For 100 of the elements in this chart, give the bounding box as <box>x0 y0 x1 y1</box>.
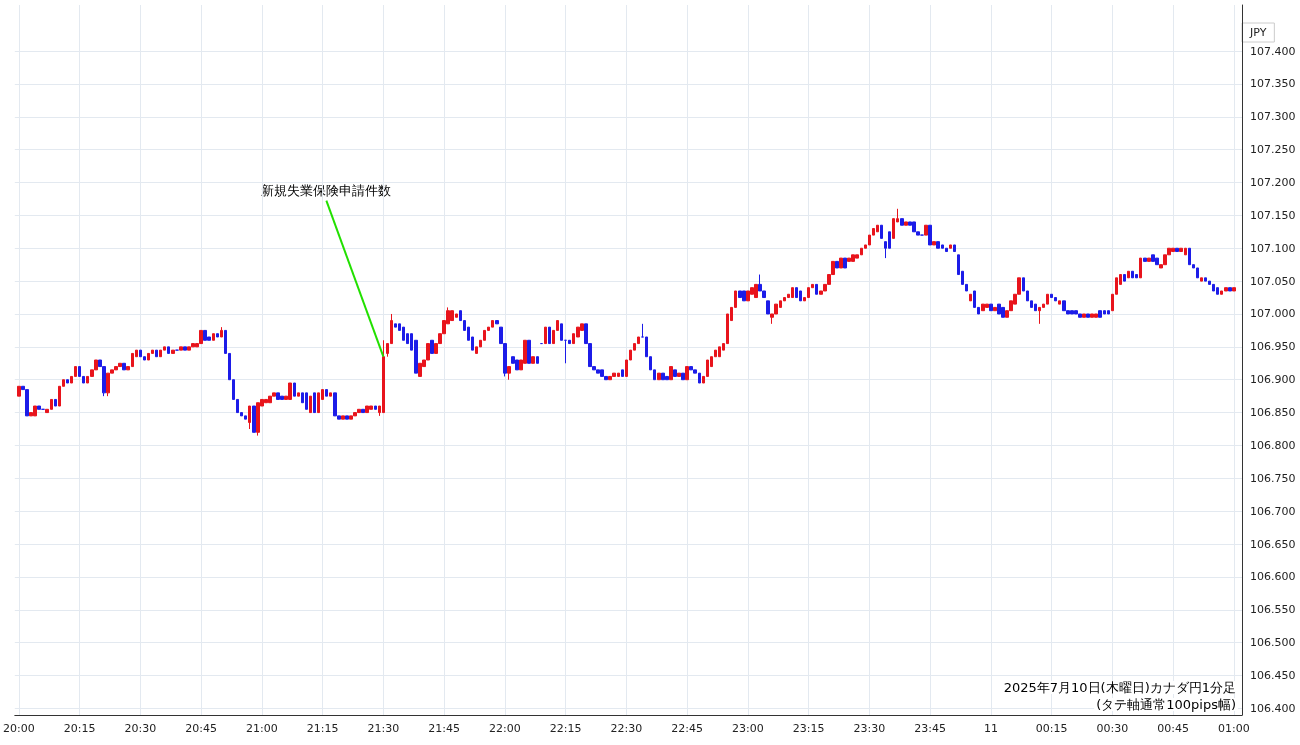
y-tick-label: 106.650 <box>1250 537 1296 551</box>
y-tick-label: 107.200 <box>1250 176 1296 189</box>
candlestick <box>1001 306 1005 318</box>
candlestick <box>851 254 855 262</box>
candlestick <box>147 352 150 361</box>
candlestick <box>1143 257 1147 262</box>
candlestick <box>1054 297 1057 302</box>
x-tick-label: 21:00 <box>246 722 278 735</box>
x-tick-label: 21:15 <box>306 722 339 735</box>
candlestick <box>1127 270 1130 279</box>
candlestick <box>33 405 37 417</box>
candlestick <box>612 372 616 377</box>
candlestick <box>430 339 434 354</box>
candlestick <box>171 349 175 354</box>
candlestick <box>341 415 345 420</box>
candlestick <box>621 369 624 377</box>
candlestick <box>527 339 531 364</box>
candlestick <box>924 224 928 236</box>
candlestick <box>1188 247 1191 266</box>
candlestick <box>843 257 847 269</box>
y-tick-label: 106.700 <box>1250 504 1296 518</box>
candlestick <box>738 290 742 299</box>
x-tick-label: 20:30 <box>124 722 157 735</box>
y-tick-label: 107.100 <box>1250 241 1296 255</box>
x-tick-label: 23:15 <box>792 722 825 735</box>
candlestick <box>1034 303 1037 312</box>
candlestick <box>548 326 551 345</box>
candlestick <box>681 372 685 381</box>
candlestick <box>1074 310 1078 315</box>
candlestick <box>936 241 940 249</box>
candlestick <box>374 405 377 410</box>
candlestick <box>608 375 612 381</box>
candlestick <box>491 320 494 328</box>
candlestick <box>183 346 187 351</box>
candlestick <box>665 375 669 381</box>
candlestick <box>981 303 985 312</box>
candlestick <box>313 392 316 414</box>
candlestick <box>536 356 539 364</box>
candlestick <box>807 287 810 299</box>
y-tick-label: 107.000 <box>1250 307 1296 321</box>
candlestick <box>1086 313 1090 318</box>
y-tick-label: 106.450 <box>1250 669 1296 683</box>
candlestick <box>252 405 256 433</box>
candlestick <box>280 395 284 400</box>
candlestick <box>1107 310 1110 315</box>
candlestick <box>203 329 207 341</box>
candlestick <box>450 310 454 322</box>
x-tick-label: 11 <box>983 722 998 735</box>
x-tick-label: 23:30 <box>853 722 886 735</box>
candlestick <box>657 372 661 381</box>
candlestick <box>985 303 989 308</box>
candlestick <box>268 395 272 404</box>
candlestick <box>799 290 802 302</box>
y-tick-label: 107.050 <box>1250 274 1296 288</box>
candlestick <box>369 405 373 410</box>
candlestick <box>361 408 365 414</box>
x-tick-label: 00:30 <box>1096 722 1129 735</box>
candlestick <box>118 362 122 368</box>
y-tick-label: 106.400 <box>1250 701 1296 715</box>
candlestick <box>791 287 794 299</box>
y-tick-label: 107.300 <box>1250 110 1296 124</box>
candlestick <box>345 415 349 420</box>
candlestick <box>932 241 936 246</box>
candlestick <box>928 224 932 246</box>
candlestick <box>1216 287 1219 295</box>
candlestick <box>544 326 547 345</box>
candlestick <box>1135 274 1138 279</box>
candlestick <box>220 326 223 338</box>
candlestick <box>1090 313 1094 318</box>
candlestick <box>495 320 499 325</box>
candlestick <box>515 359 519 371</box>
candlestick <box>1228 287 1232 292</box>
candlestick <box>276 392 280 400</box>
candlestick <box>1139 257 1142 279</box>
x-tick-label: 20:45 <box>185 722 217 735</box>
y-tick-label: 106.500 <box>1250 636 1296 650</box>
candlestick <box>904 221 908 226</box>
candlestick <box>394 323 397 328</box>
candlestick <box>669 366 673 381</box>
candlestick <box>673 369 677 377</box>
candlestick <box>1123 274 1126 282</box>
x-tick-label: 20:00 <box>3 722 35 735</box>
candlestick <box>256 402 260 437</box>
y-tick-label: 106.750 <box>1250 471 1296 485</box>
candlestick <box>199 329 203 345</box>
x-tick-label: 01:00 <box>1218 722 1250 735</box>
candlestick <box>1078 313 1082 318</box>
candlestick <box>1151 254 1155 262</box>
candlestick <box>17 385 21 397</box>
candlestick <box>1147 257 1151 262</box>
y-tick-label: 107.350 <box>1250 77 1296 91</box>
candlestick <box>989 303 993 312</box>
candlestick <box>297 392 300 397</box>
candlestick <box>766 300 770 315</box>
candlestick <box>1050 293 1053 299</box>
x-tick-label: 23:45 <box>914 722 946 735</box>
candlestick <box>1204 277 1207 282</box>
x-tick-label: 20:15 <box>63 722 96 735</box>
y-axis-title: JPY <box>1249 26 1267 39</box>
candlestick <box>293 382 296 397</box>
